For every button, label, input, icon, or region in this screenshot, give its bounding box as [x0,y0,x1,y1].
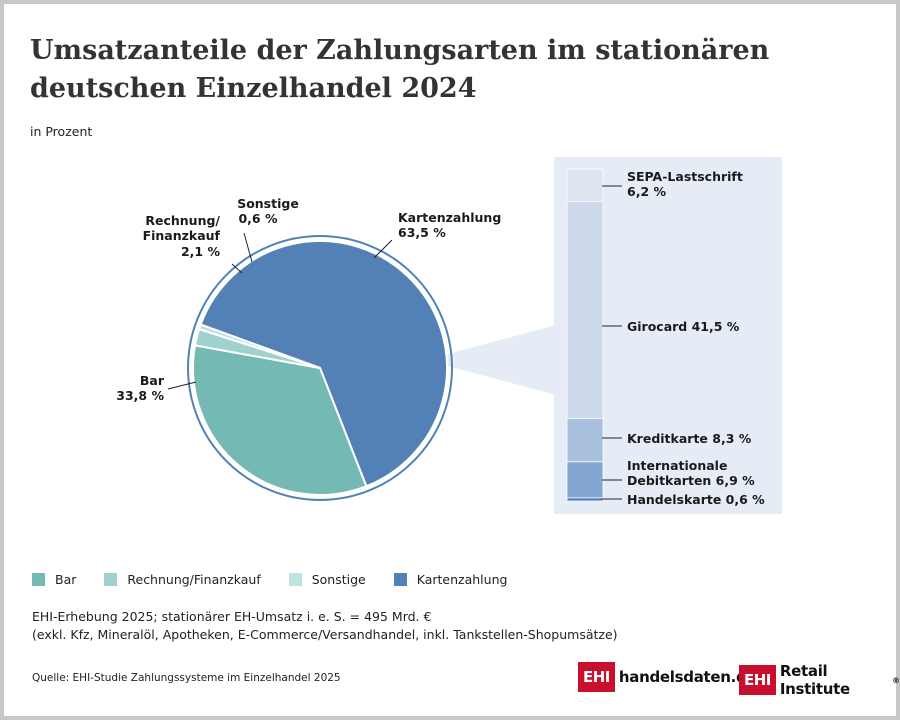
label-sepa-value: 6,2 % [627,184,666,199]
breakdown-connector [425,325,556,395]
legend-item-bar: Bar [32,572,76,587]
logo-handelsdaten-box: EHI [578,662,615,692]
logo-handelsdaten: EHI handelsdaten.de [578,662,757,692]
logo-registered-mark: ® [892,675,900,685]
label-intl-line1: Internationale [627,458,727,473]
pie-slice-bar [192,344,368,496]
logo-retail-box: EHI [739,665,776,695]
stack-segment-girocard [566,201,604,419]
stack-segment-sepa-lastschrift [566,168,604,202]
label-sonstige-value: 0,6 % [238,211,277,226]
chart-canvas: Sonstige 0,6 % Rechnung/ Finanzkauf 2,1 … [116,157,782,514]
pie-outer-ring [187,235,453,501]
legend-swatch-karten [393,573,407,586]
label-sepa-name: SEPA-Lastschrift [627,169,743,184]
legend-swatch-bar [32,573,45,586]
legend: Bar Rechnung/Finanzkauf Sonstige Kartenz… [32,572,535,587]
label-sonstige-name: Sonstige [237,196,299,211]
label-karten-value: 63,5 % [398,225,446,240]
stack-segment-kreditkarte [566,417,604,463]
source-note: Quelle: EHI-Studie Zahlungssysteme im Ei… [32,672,341,684]
legend-label-sonstige: Sonstige [311,572,366,587]
breakdown-stack [566,168,604,502]
label-girocard: Girocard 41,5 % [627,319,740,334]
logo-retail-text: Retail Institute [779,662,850,698]
legend-label-rechnung: Rechnung/Finanzkauf [127,572,261,587]
legend-swatch-sonstige [288,573,302,586]
logo-retail-institute: EHI Retail Institute ® [739,662,900,698]
legend-item-rechnung: Rechnung/Finanzkauf [104,572,261,587]
footnote: EHI-Erhebung 2025; stationärer EH-Umsatz… [32,608,618,644]
label-karten-name: Kartenzahlung [398,210,501,225]
legend-item-karten: Kartenzahlung [393,572,508,587]
label-handelskarte: Handelskarte 0,6 % [627,492,765,507]
label-kreditkarte: Kreditkarte 8,3 % [627,431,752,446]
chart-subtitle: in Prozent [30,124,93,139]
legend-swatch-rechnung [104,573,118,586]
legend-item-sonstige: Sonstige [288,572,366,587]
leader-sonstige [243,232,253,263]
leader-bar [167,381,197,390]
pie-slice-sonstige [197,323,321,369]
label-intl-line2: Debitkarten 6,9 % [627,473,755,488]
pie-slices [192,240,448,496]
footnote-line2: (exkl. Kfz, Mineralöl, Apotheken, E-Comm… [32,627,618,642]
legend-label-bar: Bar [55,572,77,587]
label-bar-name: Bar [140,373,165,388]
legend-label-karten: Kartenzahlung [416,572,508,587]
label-bar-value: 33,8 % [116,388,164,403]
logo-handelsdaten-text: handelsdaten.de [618,668,757,686]
label-rechnung-value: 2,1 % [181,244,220,259]
footnote-line1: EHI-Erhebung 2025; stationärer EH-Umsatz… [32,609,432,624]
label-rechnung-line1: Rechnung/ [145,213,220,228]
label-rechnung-line2: Finanzkauf [143,228,221,243]
stack-segment-handelskarte [566,497,604,502]
leader-rechnung [231,263,243,274]
stack-segment-internationale-debitkarten [566,461,604,499]
pie-slice-kartenzahlung [199,240,448,488]
chart-title: Umsatzanteile der Zahlungsarten im stati… [30,35,770,104]
leader-karten [373,239,393,259]
